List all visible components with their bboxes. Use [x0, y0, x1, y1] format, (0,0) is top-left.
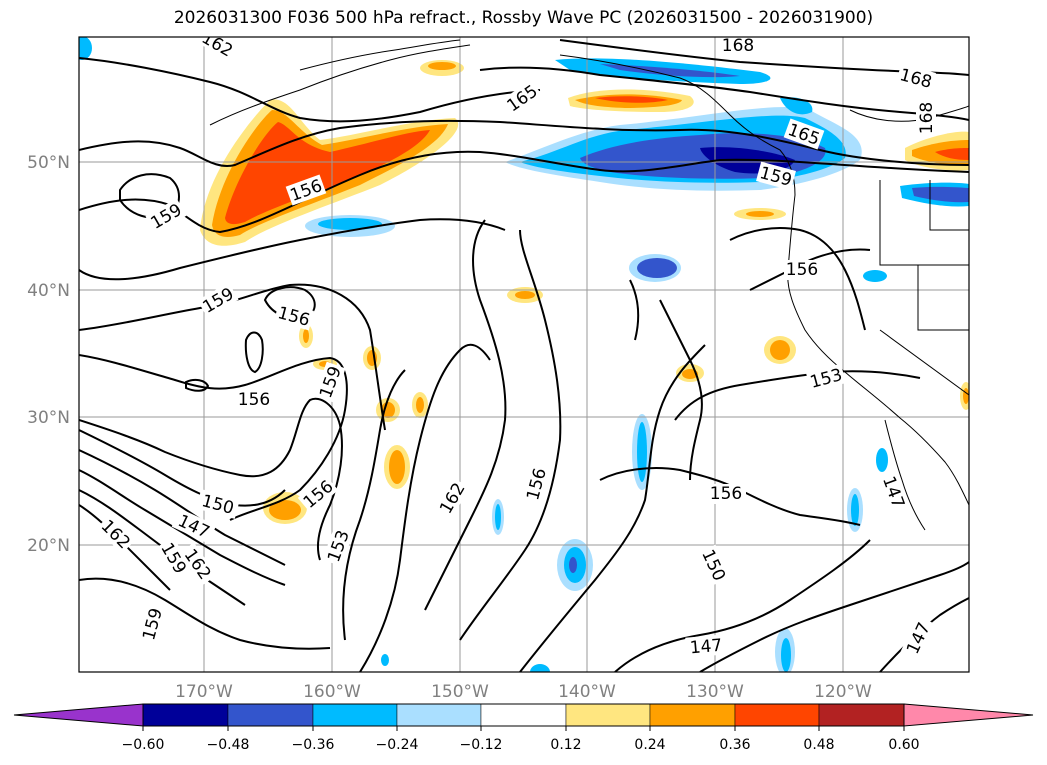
lat-label-40n: 40°N: [27, 281, 70, 301]
colorbar-tick-label: 0.36: [719, 737, 750, 753]
map-panel: 162 165 168 168 168 165 159 156 159 159 …: [79, 36, 969, 672]
colorbar-segment: [818, 703, 905, 727]
colorbar-tick-label: 0.24: [634, 737, 665, 753]
colorbar-segment: [142, 703, 229, 727]
lon-label-130w: 130°W: [686, 682, 744, 702]
contour-label: 156: [238, 390, 270, 410]
colorbar-ticks: [142, 726, 905, 731]
lon-label-120w: 120°W: [814, 682, 872, 702]
colorbar-tick-label: −0.36: [292, 737, 335, 753]
lon-label-150w: 150°W: [431, 682, 489, 702]
colorbar-extend-low: [13, 703, 144, 727]
colorbar-tick-label: 0.12: [550, 737, 581, 753]
colorbar-extend-high: [903, 703, 1034, 727]
colorbar-segment: [312, 703, 398, 727]
colorbar-tick-label: −0.12: [460, 737, 503, 753]
map-title: 2026031300 F036 500 hPa refract., Rossby…: [173, 8, 874, 28]
colorbar-tick-label: 0.60: [888, 737, 919, 753]
map-frame: [78, 36, 970, 673]
colorbar-tick-label: −0.60: [122, 737, 165, 753]
lat-label-20n: 20°N: [27, 536, 70, 556]
height-contours: [79, 39, 969, 672]
colorbar-segment: [734, 703, 820, 727]
colorbar-segment: [565, 703, 651, 727]
lon-label-170w: 170°W: [175, 682, 233, 702]
anomaly-shading: [79, 37, 969, 672]
lat-label-30n: 30°N: [27, 408, 70, 428]
colorbar-tick-label: −0.48: [207, 737, 250, 753]
colorbar-segment: [649, 703, 736, 727]
colorbar-segment: [396, 703, 482, 727]
colorbar-tick-label: 0.48: [803, 737, 834, 753]
lon-label-140w: 140°W: [558, 682, 616, 702]
contour-label: 147: [689, 636, 723, 659]
colorbar: −0.60 −0.48 −0.36 −0.24 −0.12 0.12 0.24 …: [13, 703, 1034, 753]
contour-label: 156: [710, 484, 742, 504]
latitude-axis: 50°N 40°N 30°N 20°N: [27, 153, 70, 556]
colorbar-segment: [480, 703, 567, 727]
lon-label-160w: 160°W: [303, 682, 361, 702]
colorbar-segment: [227, 703, 314, 727]
contour-label: 168: [722, 36, 754, 56]
longitude-axis: 170°W 160°W 150°W 140°W 130°W 120°W: [175, 682, 872, 702]
contour-label: 156: [786, 260, 818, 280]
colorbar-tick-label: −0.24: [376, 737, 419, 753]
lat-label-50n: 50°N: [27, 153, 70, 173]
contour-label: 168: [917, 102, 937, 134]
